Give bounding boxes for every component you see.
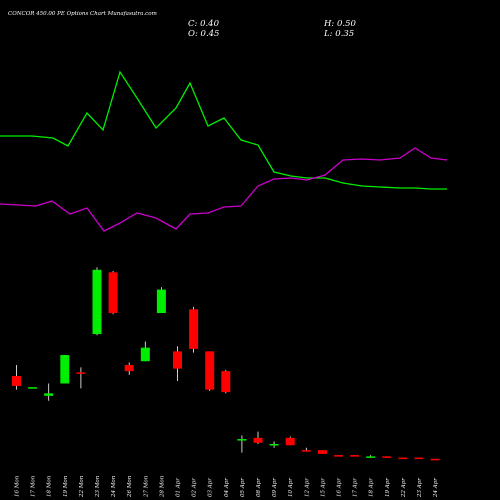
x-tick-label: 02 Apr: [192, 478, 198, 497]
candle: [398, 457, 408, 460]
candle-body: [366, 456, 376, 458]
candle-body: [398, 457, 408, 460]
candle: [269, 441, 279, 448]
x-tick-label: 22 Apr: [401, 478, 407, 498]
candle-body: [430, 458, 440, 461]
candle-body: [334, 455, 343, 457]
candle: [414, 457, 424, 460]
candle-body: [108, 272, 118, 314]
x-tick-label: 23 Apr: [417, 478, 423, 498]
candle-body: [60, 355, 70, 384]
low-value: L: 0.35: [323, 29, 354, 39]
candle: [334, 455, 343, 457]
magenta-indicator-line: [0, 147, 448, 232]
x-tick-label: 05 Apr: [240, 478, 246, 497]
candle: [44, 383, 54, 401]
candle: [285, 436, 295, 446]
candle: [12, 364, 21, 390]
x-tick-label: 24 Apr: [433, 478, 439, 498]
candle: [92, 267, 102, 336]
candle-body: [189, 309, 199, 349]
x-tick-label: 17 Mon: [31, 475, 37, 497]
candle: [60, 355, 70, 384]
x-tick-label: 16 Mon: [15, 475, 21, 497]
candle-body: [414, 457, 424, 460]
open-value: O: 0.45: [188, 29, 219, 39]
x-tick-label: 12 Apr: [304, 478, 310, 497]
x-axis-ticks: 16 Mon 17 Mon 18 Mon 19 Mon 22 Mon 23 Mon 24 M…: [15, 475, 440, 498]
high-value: H: 0.50: [323, 19, 356, 29]
x-tick-label: 26 Mon: [127, 475, 133, 498]
x-tick-label: 18 Apr: [369, 478, 375, 497]
candle: [301, 447, 311, 452]
candle: [221, 369, 231, 394]
candle: [253, 431, 263, 444]
candle-body: [269, 444, 279, 446]
indicator-lines: [0, 70, 448, 232]
x-tick-label: 24 Mon: [111, 475, 117, 498]
candle: [156, 287, 166, 314]
green-indicator-line: [0, 70, 447, 190]
candle-body: [28, 387, 38, 389]
candle: [366, 455, 376, 458]
candle: [28, 387, 38, 389]
candle: [124, 362, 134, 375]
x-tick-label: 17 Apr: [353, 478, 359, 497]
candle: [382, 456, 392, 458]
candle-body: [350, 455, 360, 457]
candle-body: [124, 364, 134, 372]
x-tick-label: 01 Apr: [176, 478, 182, 497]
x-tick-label: 15 Apr: [320, 478, 326, 497]
candle: [173, 346, 182, 381]
candle-body: [301, 450, 311, 452]
candle: [76, 367, 86, 389]
candle: [205, 351, 215, 391]
candle-body: [317, 450, 327, 454]
x-tick-label: 19 Mon: [63, 475, 69, 497]
x-tick-label: 16 Apr: [337, 478, 343, 497]
candle: [317, 450, 327, 454]
candle-body: [140, 347, 150, 362]
chart-title: CONCOR 450.00 PE Options Chart Munafasut…: [8, 11, 157, 17]
candle: [140, 341, 150, 362]
candle-body: [253, 437, 263, 443]
candle: [350, 455, 360, 457]
candle-body: [382, 456, 392, 458]
x-tick-label: 28 Mon: [159, 475, 165, 498]
candle-body: [12, 376, 21, 386]
candlesticks: [12, 267, 440, 461]
candle-body: [76, 372, 86, 374]
candle-body: [173, 351, 182, 369]
x-tick-label: 08 Apr: [256, 478, 262, 497]
candle-body: [44, 393, 54, 396]
x-tick-label: 22 Mon: [79, 475, 85, 498]
x-tick-label: 10 Apr: [288, 478, 294, 497]
candle: [189, 306, 199, 353]
candle-body: [205, 351, 215, 390]
x-tick-label: 27 Mon: [143, 475, 149, 498]
x-tick-label: 18 Mon: [47, 475, 53, 497]
candle: [237, 435, 247, 453]
x-tick-label: 23 Mon: [95, 475, 101, 498]
x-tick-label: 09 Apr: [272, 478, 278, 497]
candle: [430, 458, 440, 461]
close-value: C: 0.40: [188, 19, 220, 29]
x-tick-label: 19 Apr: [385, 478, 391, 497]
candle-body: [221, 371, 231, 393]
x-tick-label: 04 Apr: [224, 478, 230, 497]
candle-body: [156, 289, 166, 314]
candle-body: [92, 269, 102, 335]
x-tick-label: 03 Apr: [208, 478, 214, 497]
candle-body: [237, 439, 247, 441]
candle: [108, 271, 118, 315]
candle-body: [285, 437, 295, 446]
